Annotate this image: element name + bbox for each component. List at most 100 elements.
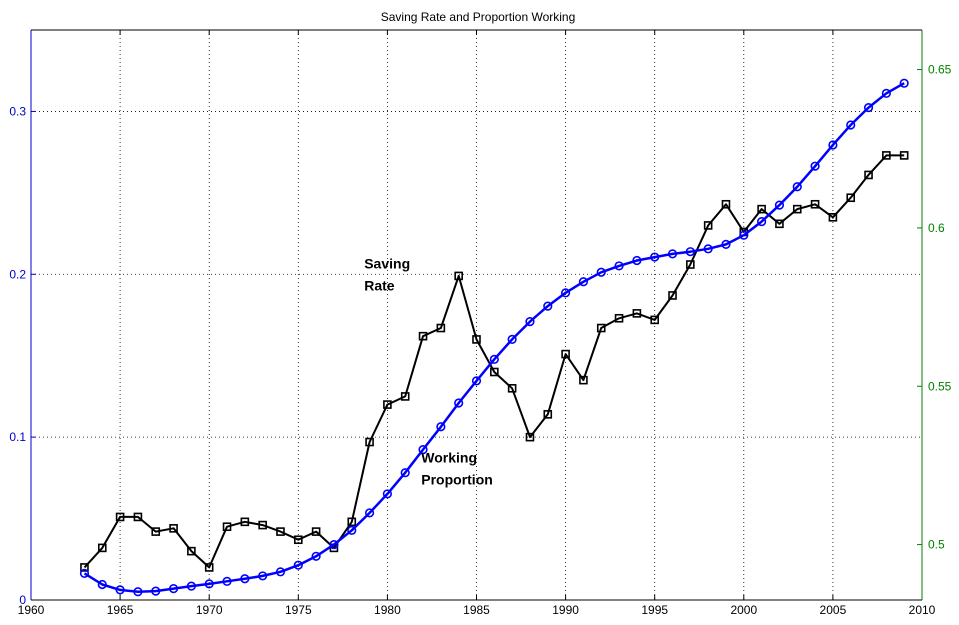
saving-point [418, 331, 428, 341]
working-point [347, 525, 357, 535]
working-point [115, 585, 125, 595]
working-annotation-label: Working [421, 449, 477, 465]
axes-layer: 1960 1965 1970 1975 1980 1985 1990 1995 2000 2005… [9, 29, 952, 617]
saving-annotation-label: Rate [364, 278, 395, 294]
saving-point [258, 520, 267, 530]
working-point [240, 574, 250, 584]
working-point [329, 539, 339, 550]
saving-point [400, 392, 410, 401]
series-layer [79, 78, 909, 597]
x-tick-label: 1960 [18, 603, 45, 617]
annotation-layer: Saving Rate Working Proportion [364, 256, 493, 488]
working-point [79, 568, 90, 579]
working-point [364, 508, 375, 518]
working-annotation-label: Proportion [421, 471, 493, 487]
saving-point [222, 522, 232, 532]
saving-point [543, 410, 553, 419]
working-point [400, 468, 410, 478]
saving-annotation-label: Saving [364, 256, 410, 272]
saving-point [490, 367, 499, 377]
x-tick-label: 1970 [196, 603, 223, 617]
working-point [525, 317, 535, 327]
working-point [204, 579, 214, 589]
saving-point [454, 271, 463, 281]
working-point [792, 182, 802, 192]
working-point [899, 78, 909, 88]
working-point [186, 581, 196, 591]
saving-point [721, 199, 731, 209]
saving-point [347, 517, 357, 527]
working-point [881, 88, 891, 98]
saving-point [472, 335, 481, 344]
y-right-tick-label: 0.55 [928, 379, 952, 393]
working-point [863, 102, 874, 113]
x-tick-label: 2010 [909, 603, 936, 617]
working-point [543, 301, 553, 311]
x-tick-label: 1990 [552, 603, 579, 617]
saving-point [828, 212, 838, 222]
saving-point [775, 219, 784, 229]
saving-point [882, 151, 891, 160]
working-point [846, 120, 856, 130]
saving-point [293, 535, 303, 545]
saving-point [204, 563, 214, 572]
x-tick-label: 1975 [285, 603, 312, 617]
saving-point [561, 349, 570, 359]
working-point [258, 571, 268, 581]
saving-point [579, 375, 588, 385]
saving-point [133, 512, 143, 522]
working-point [721, 239, 731, 249]
working-point [667, 249, 678, 259]
working-point [454, 398, 464, 408]
working-point [311, 551, 321, 561]
saving-point [383, 400, 392, 409]
working-point [828, 140, 838, 150]
grid-layer [31, 30, 922, 600]
saving-point [187, 546, 196, 556]
saving-point [686, 260, 695, 269]
saving-point [899, 151, 909, 160]
working-point [293, 560, 303, 570]
x-tick-label: 1980 [374, 603, 401, 617]
saving-point [596, 323, 606, 333]
y-left-tick-label: 0.1 [9, 430, 26, 444]
y-right-tick-label: 0.5 [928, 538, 945, 552]
working-point [507, 334, 517, 344]
saving-point [757, 204, 766, 214]
saving-point [240, 517, 250, 527]
chart-title: Saving Rate and Proportion Working [381, 10, 576, 24]
working-point [97, 579, 107, 590]
saving-point [632, 309, 642, 318]
working-point [471, 376, 482, 386]
y-left-tick-label: 0.2 [9, 267, 26, 281]
saving-point [97, 543, 107, 553]
saving-point [365, 437, 374, 447]
working-point [739, 230, 749, 240]
y-right-tick-label: 0.65 [928, 63, 952, 77]
saving-point [864, 170, 873, 180]
saving-point [792, 204, 802, 214]
y-left-tick-label: 0.3 [9, 104, 26, 118]
working-point [596, 267, 606, 277]
working-point [222, 576, 232, 586]
x-tick-label: 2000 [730, 603, 757, 617]
saving-point [703, 221, 713, 230]
saving-point [650, 315, 660, 325]
saving-point [507, 383, 517, 393]
working-point [275, 567, 286, 577]
working-point [578, 277, 589, 287]
saving-point [846, 193, 856, 203]
saving-point [436, 323, 446, 333]
working-point [133, 587, 143, 597]
working-point [418, 444, 428, 455]
working-point [685, 247, 695, 257]
x-tick-label: 1965 [107, 603, 134, 617]
working-point [560, 288, 571, 298]
saving-point [169, 524, 178, 533]
working-point [151, 586, 161, 596]
saving-point [668, 291, 677, 300]
working-point [703, 244, 713, 254]
working-point [614, 261, 624, 271]
